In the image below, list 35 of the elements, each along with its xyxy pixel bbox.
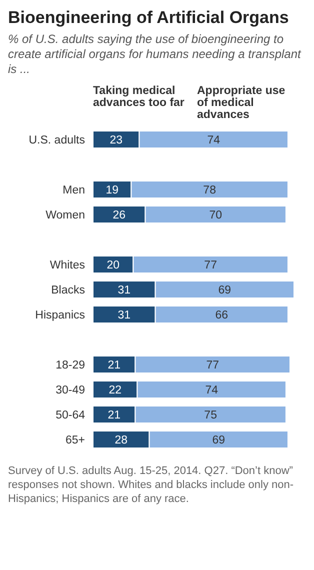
y-tick-label: 30-49 — [56, 384, 85, 397]
y-tick-label: Whites — [50, 260, 86, 272]
data-label: 28 — [114, 434, 128, 447]
series-label: Taking medical advances too far — [93, 85, 186, 111]
data-label: 70 — [209, 210, 222, 222]
data-label: 66 — [215, 310, 228, 322]
data-label: 26 — [112, 210, 126, 222]
y-tick-label: U.S. adults — [28, 134, 86, 147]
data-label: 69 — [218, 284, 232, 297]
y-tick-label: 18-29 — [56, 360, 85, 372]
data-label: 69 — [212, 434, 226, 447]
chart-title: Bioengineering of Artificial Organs — [8, 8, 290, 28]
y-tick-label: Men — [62, 184, 85, 197]
data-label: 21 — [108, 410, 121, 422]
data-label: 31 — [118, 284, 131, 297]
data-label: 75 — [204, 410, 217, 422]
data-label: 21 — [108, 360, 121, 372]
y-tick-label: Women — [46, 210, 85, 222]
data-label: 19 — [106, 184, 118, 197]
data-label: 74 — [207, 134, 221, 147]
data-label: 22 — [108, 384, 122, 397]
y-tick-label: Hispanics — [35, 310, 86, 322]
data-label: 31 — [118, 310, 131, 322]
series-label: Appropriate use of medical advances — [197, 85, 286, 121]
data-label: 77 — [204, 260, 217, 272]
data-label: 78 — [203, 184, 216, 197]
data-label: 74 — [205, 384, 219, 397]
chart-subtitle: % of U.S. adults saying the use of bioengineering to create artificial organs for humans needing a transplant is ... — [8, 32, 302, 77]
y-tick-label: 50-64 — [56, 410, 86, 422]
data-label: 77 — [206, 360, 219, 372]
y-tick-label: Blacks — [51, 284, 86, 297]
data-label: 20 — [106, 260, 120, 272]
data-label: 23 — [110, 134, 123, 147]
text: Survey of U.S. adults Aug. 15-25, 2014. Q27. “Don’t know” responses not shown. Whites and blacks include only non-Hispanics; Hispanics are of any race. — [8, 464, 295, 506]
y-tick-label: 65+ — [65, 434, 86, 447]
